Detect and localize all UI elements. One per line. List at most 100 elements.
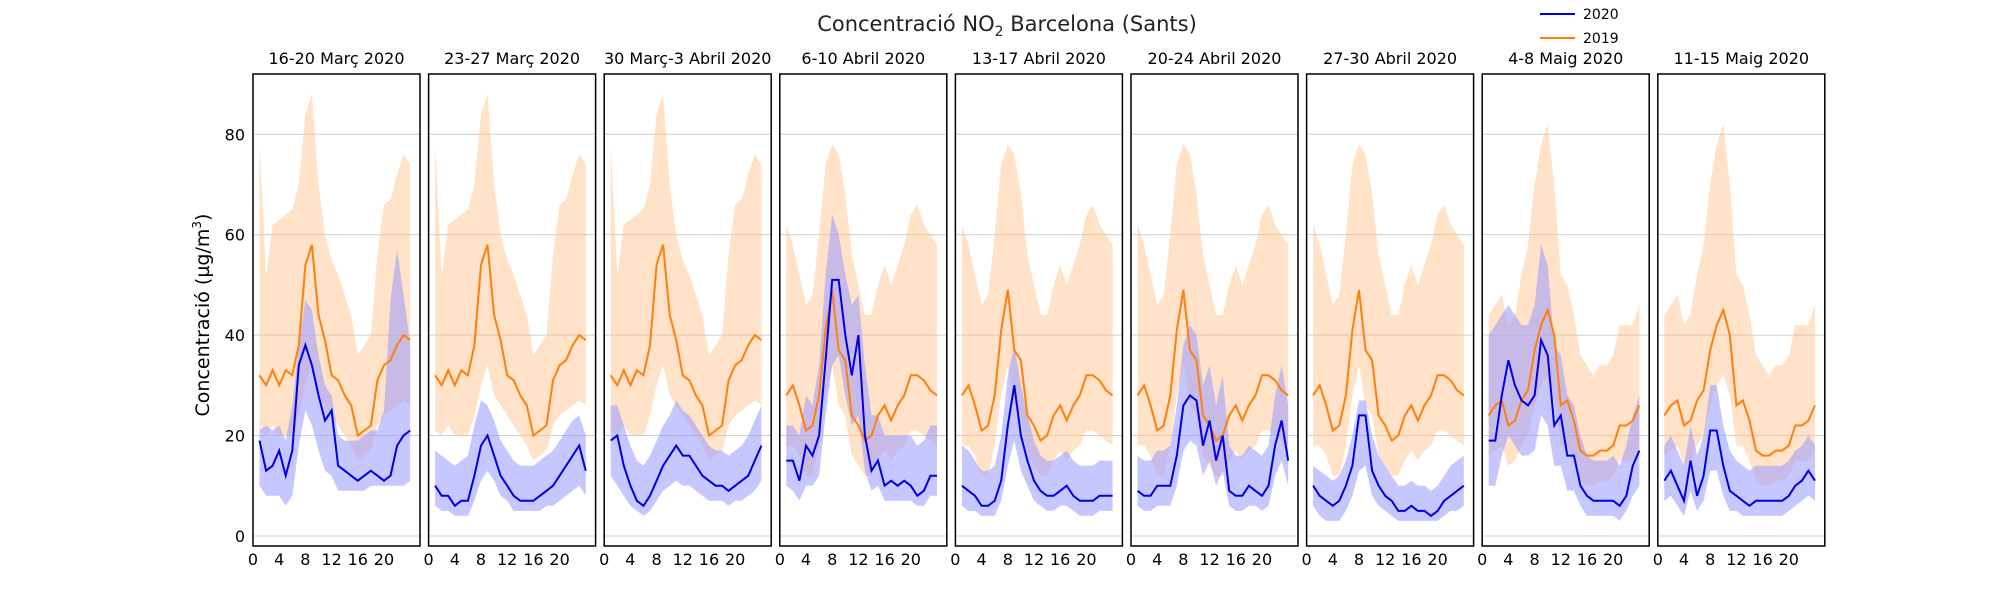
x-tick-label: 4 bbox=[1679, 550, 1689, 569]
x-tick-label: 16 bbox=[1226, 550, 1246, 569]
panel-frame bbox=[252, 73, 421, 547]
series-2019-line bbox=[1487, 306, 1641, 457]
x-tick-label: 8 bbox=[476, 550, 486, 569]
series-2019-line bbox=[1136, 289, 1289, 443]
x-tick-label: 20 bbox=[901, 550, 921, 569]
x-tick-label: 0 bbox=[248, 550, 258, 569]
x-tick-label: 8 bbox=[651, 550, 661, 569]
panel-frame bbox=[1657, 73, 1826, 547]
band-2020 bbox=[786, 214, 937, 506]
band-2019 bbox=[961, 144, 1113, 476]
x-tick-label: 12 bbox=[1726, 550, 1746, 569]
band-2020 bbox=[435, 400, 586, 516]
panel-7: 27-30 Abril 2020 0 4 8 12 16 20 bbox=[1302, 49, 1475, 569]
legend-label: 2019 bbox=[1583, 31, 1619, 47]
chart-title: Concentració NO2 Barcelona (Sants) bbox=[817, 12, 1197, 40]
series-2020-line bbox=[258, 341, 411, 482]
x-tick-label: 4 bbox=[1503, 550, 1513, 569]
band-2020 bbox=[1488, 244, 1640, 521]
x-tick-label: 12 bbox=[1375, 550, 1395, 569]
x-tick-label: 0 bbox=[950, 550, 960, 569]
panel-frame bbox=[1130, 73, 1299, 547]
series-2019-line bbox=[258, 244, 411, 438]
panel-6: 20-24 Abril 2020 0 4 8 12 16 20 bbox=[1126, 49, 1299, 569]
panel-frame bbox=[427, 73, 597, 547]
panel-4: 6-10 Abril 2020 0 4 8 12 16 20 bbox=[775, 49, 948, 569]
series-2020-line bbox=[1312, 414, 1465, 518]
y-tick-label: 20 bbox=[225, 427, 245, 446]
band-2019 bbox=[1664, 124, 1815, 486]
band-2019 bbox=[435, 94, 586, 461]
x-tick-label: 0 bbox=[775, 550, 785, 569]
x-tick-label: 4 bbox=[1152, 550, 1162, 569]
x-tick-label: 8 bbox=[300, 550, 310, 569]
x-tick-label: 12 bbox=[497, 550, 517, 569]
x-tick-label: 12 bbox=[321, 550, 341, 569]
x-tick-label: 0 bbox=[424, 550, 434, 569]
x-tick-label: 4 bbox=[1328, 550, 1338, 569]
series-2019-line bbox=[1312, 289, 1465, 443]
panel-title: 23-27 Març 2020 bbox=[444, 49, 580, 68]
panel-frame bbox=[1481, 73, 1650, 547]
x-tick-label: 20 bbox=[374, 550, 394, 569]
legend-label: 2020 bbox=[1583, 7, 1619, 23]
series-2019-line bbox=[434, 244, 587, 438]
y-axis-label: Concentració (µg/m3) bbox=[190, 214, 214, 417]
series-2020-line bbox=[786, 278, 937, 498]
band-2019 bbox=[1313, 144, 1464, 476]
x-tick-label: 8 bbox=[1354, 550, 1364, 569]
panel-title: 30 Març-3 Abril 2020 bbox=[604, 49, 772, 68]
series-2020-line bbox=[1488, 336, 1641, 508]
x-tick-label: 12 bbox=[1551, 550, 1571, 569]
x-tick-label: 20 bbox=[1252, 550, 1272, 569]
x-tick-label: 8 bbox=[1178, 550, 1188, 569]
legend: 2020 2019 bbox=[1540, 7, 1619, 47]
series-2020-line bbox=[610, 433, 763, 508]
x-tick-label: 20 bbox=[549, 550, 569, 569]
x-tick-label: 4 bbox=[977, 550, 987, 569]
series-2020-line bbox=[1136, 393, 1290, 498]
panel-frame bbox=[954, 73, 1124, 547]
panel-8: 4-8 Maig 2020 0 4 8 12 16 20 bbox=[1477, 49, 1650, 569]
panel-title: 27-30 Abril 2020 bbox=[1323, 49, 1457, 68]
x-tick-label: 12 bbox=[673, 550, 693, 569]
x-tick-label: 0 bbox=[1653, 550, 1663, 569]
panel-frame bbox=[603, 73, 772, 547]
x-tick-label: 0 bbox=[599, 550, 609, 569]
panel-frame bbox=[1305, 73, 1475, 547]
panel-title: 6-10 Abril 2020 bbox=[801, 49, 925, 68]
x-tick-label: 16 bbox=[1401, 550, 1421, 569]
x-tick-label: 8 bbox=[1705, 550, 1715, 569]
x-tick-label: 12 bbox=[848, 550, 868, 569]
x-tick-label: 0 bbox=[1477, 550, 1487, 569]
panel-title: 4-8 Maig 2020 bbox=[1508, 49, 1623, 68]
x-tick-label: 8 bbox=[1529, 550, 1539, 569]
x-tick-label: 12 bbox=[1199, 550, 1219, 569]
x-tick-label: 20 bbox=[1603, 550, 1623, 569]
panel-frame bbox=[779, 73, 948, 547]
x-tick-label: 20 bbox=[725, 550, 745, 569]
x-tick-label: 0 bbox=[1302, 550, 1312, 569]
panel-2: 23-27 Març 2020 0 4 8 12 16 20 bbox=[424, 49, 597, 569]
band-2019 bbox=[1137, 144, 1289, 476]
x-tick-label: 20 bbox=[1427, 550, 1447, 569]
x-tick-label: 4 bbox=[625, 550, 635, 569]
series-2019-line bbox=[1663, 306, 1816, 457]
x-tick-label: 20 bbox=[1076, 550, 1096, 569]
series-2020-line bbox=[961, 385, 1113, 507]
x-tick-label: 20 bbox=[1779, 550, 1799, 569]
y-tick-label: 80 bbox=[225, 125, 245, 144]
panel-title: 11-15 Maig 2020 bbox=[1674, 49, 1810, 68]
x-tick-label: 16 bbox=[348, 550, 368, 569]
y-tick-label: 40 bbox=[225, 326, 245, 345]
y-tick-label: 0 bbox=[235, 527, 245, 546]
x-tick-label: 4 bbox=[450, 550, 460, 569]
panel-3: 30 Març-3 Abril 2020 0 4 8 12 16 20 bbox=[599, 49, 772, 569]
series-2019-line bbox=[961, 289, 1114, 443]
x-tick-label: 16 bbox=[699, 550, 719, 569]
panel-5: 13-17 Abril 2020 0 4 8 12 16 20 bbox=[950, 49, 1124, 569]
band-2020 bbox=[961, 345, 1113, 516]
y-tick-label: 60 bbox=[225, 226, 245, 245]
band-2020 bbox=[259, 249, 411, 506]
